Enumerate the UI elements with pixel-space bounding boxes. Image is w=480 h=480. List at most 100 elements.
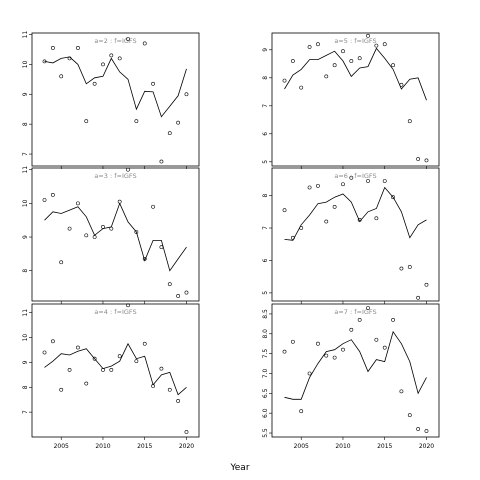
y-tick-label: 8.5 bbox=[262, 309, 269, 319]
x-tick-label: 2010 bbox=[95, 443, 110, 450]
data-point bbox=[316, 183, 320, 188]
panel-title: a=5 : f=IGFS bbox=[334, 37, 376, 45]
y-tick-label: 10 bbox=[22, 334, 29, 342]
y-tick-label: 6 bbox=[262, 132, 269, 136]
data-point bbox=[341, 347, 345, 352]
x-tick-label: 2020 bbox=[179, 443, 194, 450]
panel-title: a=4 : f=IGFS bbox=[94, 308, 136, 316]
data-point bbox=[159, 366, 164, 371]
data-point bbox=[176, 399, 181, 403]
data-point bbox=[67, 56, 72, 61]
data-point bbox=[324, 74, 329, 79]
data-point bbox=[299, 409, 304, 414]
panel-frame bbox=[31, 32, 200, 167]
y-tick-label: 7 bbox=[22, 410, 29, 414]
data-point bbox=[84, 233, 89, 238]
panel-title: a=7 : f=IGFS bbox=[334, 308, 376, 316]
data-point bbox=[407, 119, 412, 124]
data-point bbox=[416, 427, 421, 431]
data-point bbox=[366, 33, 370, 38]
data-point bbox=[59, 260, 64, 265]
y-tick-label: 9 bbox=[22, 92, 29, 96]
x-axis-title: Year bbox=[229, 463, 249, 473]
y-tick-label: 9 bbox=[262, 48, 269, 52]
data-point bbox=[151, 204, 155, 209]
data-point bbox=[167, 131, 172, 136]
data-point bbox=[76, 345, 80, 350]
y-tick-label: 10 bbox=[22, 60, 29, 68]
y-tick-label: 9 bbox=[22, 360, 29, 364]
data-point bbox=[134, 119, 139, 124]
data-point bbox=[76, 201, 80, 206]
y-tick-label: 6.5 bbox=[262, 388, 269, 398]
data-point bbox=[332, 205, 337, 209]
y-tick-label: 7 bbox=[262, 226, 269, 230]
y-tick-label: 5 bbox=[262, 160, 269, 164]
data-point bbox=[282, 349, 287, 354]
series-line bbox=[44, 202, 187, 272]
data-point bbox=[307, 185, 312, 190]
data-point bbox=[50, 193, 55, 197]
data-point bbox=[374, 43, 379, 48]
y-tick-label: 8 bbox=[22, 122, 29, 126]
y-tick-label: 7.5 bbox=[262, 349, 269, 359]
data-point bbox=[167, 282, 172, 287]
data-point bbox=[184, 290, 189, 295]
data-point bbox=[391, 317, 395, 322]
data-point bbox=[92, 356, 97, 361]
data-point bbox=[109, 226, 114, 231]
data-point bbox=[349, 327, 354, 332]
data-point bbox=[92, 235, 97, 239]
data-point bbox=[382, 42, 387, 47]
data-point bbox=[316, 341, 320, 346]
data-point bbox=[399, 266, 404, 271]
y-tick-label: 8.0 bbox=[262, 329, 269, 339]
y-tick-label: 11 bbox=[22, 309, 29, 317]
series-line bbox=[284, 186, 427, 241]
y-tick-label: 8 bbox=[262, 76, 269, 80]
y-tick-label: 11 bbox=[22, 30, 29, 38]
data-point bbox=[42, 350, 47, 355]
y-tick-label: 7 bbox=[22, 152, 29, 156]
data-point bbox=[142, 257, 147, 261]
data-point bbox=[299, 226, 304, 230]
data-point bbox=[101, 367, 105, 372]
data-point bbox=[366, 179, 370, 183]
data-point bbox=[117, 56, 122, 61]
data-point bbox=[332, 355, 337, 360]
data-point bbox=[324, 353, 329, 358]
x-tick-label: 2015 bbox=[377, 443, 392, 450]
x-tick-label: 2005 bbox=[294, 443, 309, 450]
data-point bbox=[109, 367, 114, 372]
data-point bbox=[341, 182, 345, 187]
data-point bbox=[391, 63, 395, 68]
y-tick-label: 11 bbox=[22, 166, 29, 174]
data-point bbox=[134, 359, 139, 364]
series-line bbox=[44, 56, 187, 118]
x-tick-label: 2005 bbox=[54, 443, 69, 450]
data-point bbox=[307, 371, 312, 376]
data-point bbox=[424, 282, 429, 287]
data-point bbox=[59, 74, 64, 79]
x-tick-label: 2020 bbox=[419, 443, 434, 450]
data-point bbox=[109, 53, 114, 58]
y-tick-label: 5.5 bbox=[262, 428, 269, 438]
data-point bbox=[76, 46, 80, 50]
panel-title: a=6 : f=IGFS bbox=[334, 172, 376, 180]
data-point bbox=[416, 157, 421, 161]
y-tick-label: 10 bbox=[22, 199, 29, 207]
panel-frame bbox=[271, 167, 440, 302]
data-point bbox=[282, 208, 287, 213]
x-tick-label: 2015 bbox=[137, 443, 152, 450]
data-point bbox=[167, 387, 172, 392]
data-point bbox=[341, 49, 345, 54]
data-point bbox=[151, 384, 155, 388]
y-tick-label: 6.0 bbox=[262, 408, 269, 418]
data-point bbox=[159, 245, 164, 250]
data-point bbox=[399, 82, 404, 87]
panel-frame bbox=[31, 167, 200, 302]
data-point bbox=[176, 294, 181, 298]
series-line bbox=[44, 342, 187, 396]
y-tick-label: 9 bbox=[22, 235, 29, 239]
data-point bbox=[50, 46, 55, 50]
